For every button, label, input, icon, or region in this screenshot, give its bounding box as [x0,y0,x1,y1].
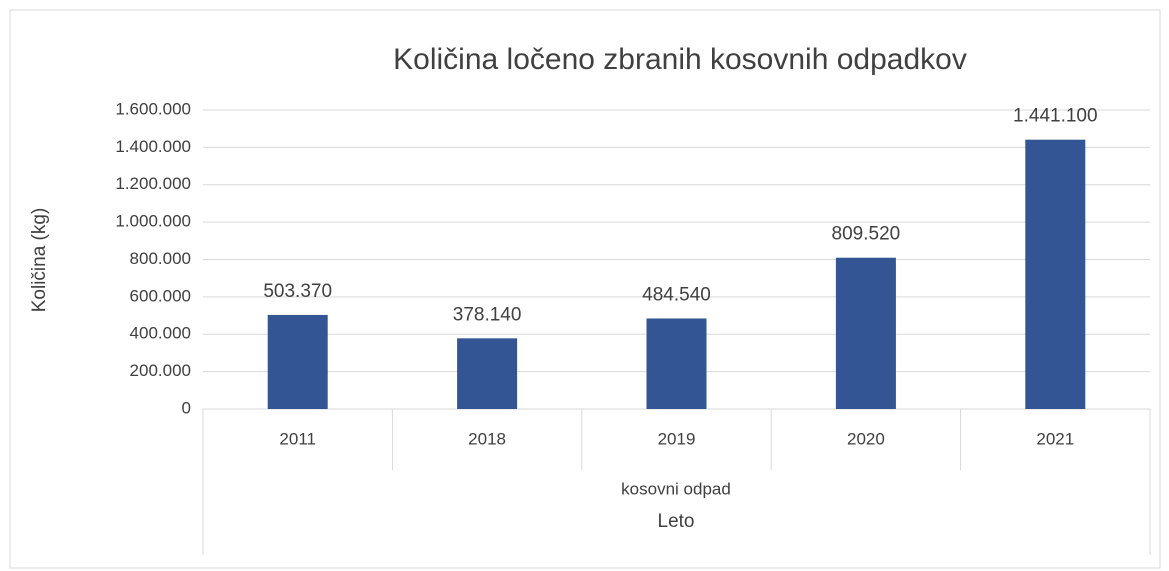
x-tick-label: 2019 [658,429,696,448]
y-axis-title: Količina (kg) [29,208,50,313]
bar [457,338,518,409]
y-tick-label: 0 [182,398,191,417]
value-label: 809.520 [832,224,901,245]
x-tick-label: 2021 [1036,429,1074,448]
bar [835,257,896,409]
y-tick-label: 200.000 [130,361,191,380]
x-tick-label: 2020 [847,429,885,448]
value-label: 484.540 [642,284,711,305]
chart-border [9,9,1161,569]
chart-title: Količina ločeno zbranih kosovnih odpadko… [393,43,967,76]
bar [646,318,707,409]
y-tick-label: 400.000 [130,324,191,343]
value-label: 378.140 [453,304,522,325]
y-tick-label: 1.000.000 [115,212,191,231]
y-tick-label: 1.200.000 [115,174,191,193]
y-tick-label: 1.400.000 [115,137,191,156]
bar [267,314,328,409]
y-tick-label: 600.000 [130,286,191,305]
bar [1025,139,1086,409]
x-axis-title: Leto [658,511,695,532]
x-tick-label: 2011 [279,429,316,448]
group-label: kosovni odpad [621,479,731,498]
x-tick-label: 2018 [468,429,506,448]
value-label: 503.370 [263,281,332,302]
value-label: 1.441.100 [1013,106,1098,127]
y-tick-label: 1.600.000 [115,99,191,118]
y-tick-label: 800.000 [130,249,191,268]
